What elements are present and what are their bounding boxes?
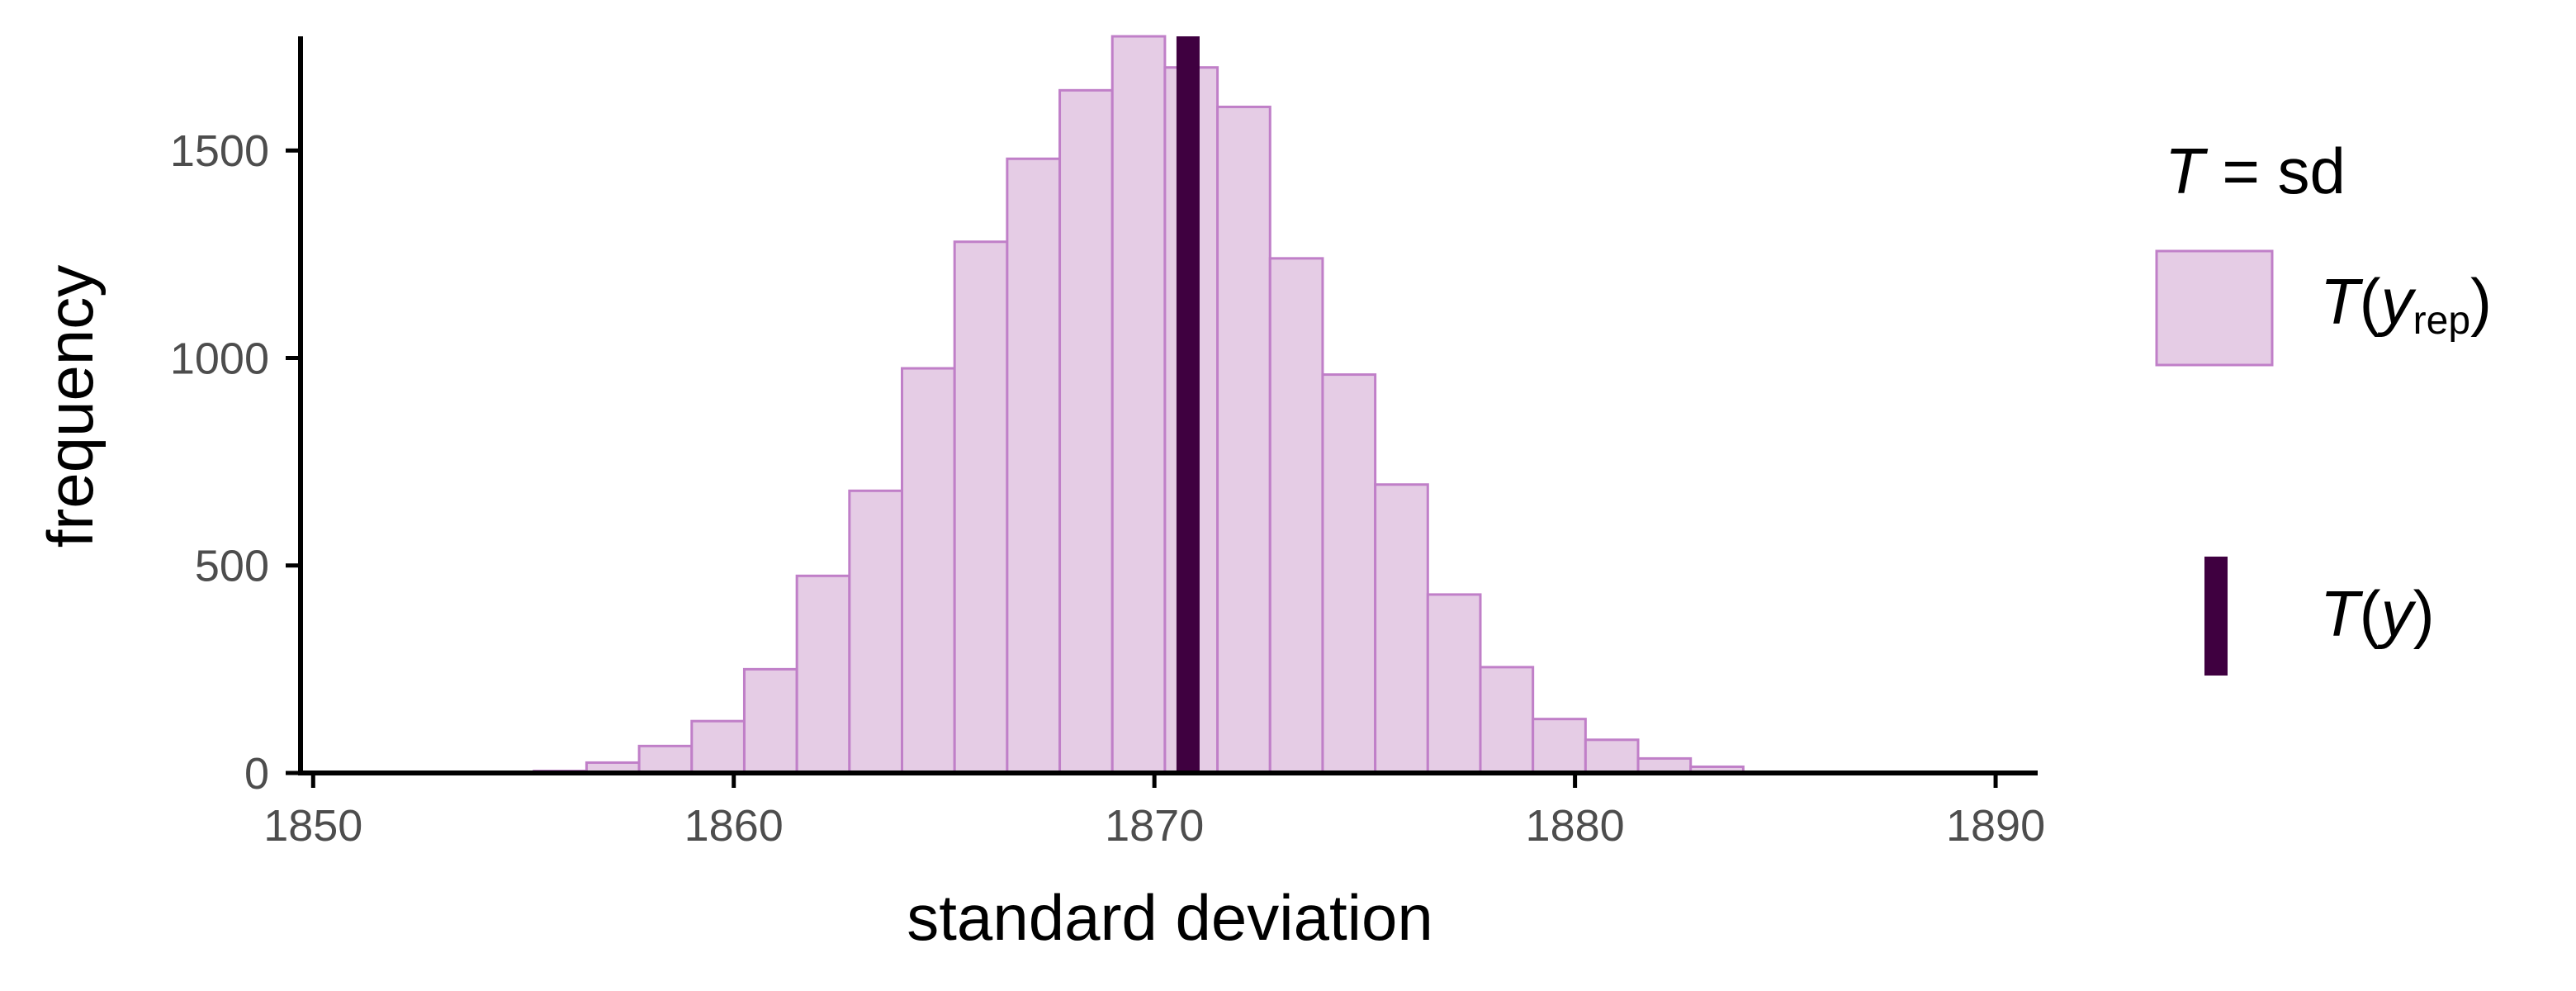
observed-value-line <box>1176 36 1200 773</box>
legend-label-y: T(y) <box>2320 577 2435 650</box>
x-tick-label: 1890 <box>1946 801 2045 851</box>
histogram-bar <box>742 667 798 775</box>
histogram-bar <box>1321 373 1377 775</box>
histogram-bar <box>1268 257 1324 775</box>
histogram-bars <box>533 35 1745 775</box>
histogram-bar <box>953 240 1009 775</box>
legend-key-y <box>2204 557 2228 676</box>
axes <box>298 36 2038 775</box>
legend: T = sd T(yrep) T(y) <box>2155 135 2492 676</box>
histogram-bar <box>1058 88 1114 775</box>
histogram-bar <box>1479 666 1535 775</box>
x-axis-title: standard deviation <box>907 881 1432 954</box>
histogram-bar <box>1216 105 1271 775</box>
histogram-bar <box>901 367 956 775</box>
histogram-bar <box>637 744 694 775</box>
legend-key-yrep <box>2155 249 2274 367</box>
histogram-bar <box>690 719 746 775</box>
histogram-bar <box>1110 35 1167 775</box>
legend-label-yrep: T(yrep) <box>2320 265 2492 343</box>
legend-title: T = sd <box>2165 135 2346 207</box>
histogram-bar <box>1006 157 1062 775</box>
histogram-bar <box>1584 738 1640 775</box>
x-axis-ticks: 1850 1860 1870 1880 1890 <box>263 773 2045 851</box>
x-tick-label: 1870 <box>1105 801 1204 851</box>
x-tick-label: 1850 <box>263 801 362 851</box>
y-tick-label: 0 <box>244 749 269 799</box>
histogram-bar <box>795 574 851 775</box>
y-axis-ticks: 0 500 1000 1500 <box>170 126 301 799</box>
x-tick-label: 1880 <box>1526 801 1625 851</box>
histogram-bar <box>1532 718 1587 775</box>
histogram-bar <box>1374 483 1429 775</box>
histogram-bar <box>1426 593 1482 775</box>
y-tick-label: 500 <box>195 542 269 591</box>
y-tick-label: 1500 <box>170 126 269 176</box>
observed-statistic <box>1176 36 1200 773</box>
y-axis-title: frequency <box>34 265 107 548</box>
y-tick-label: 1000 <box>170 334 269 383</box>
x-tick-label: 1860 <box>684 801 784 851</box>
histogram-bar <box>848 489 904 775</box>
